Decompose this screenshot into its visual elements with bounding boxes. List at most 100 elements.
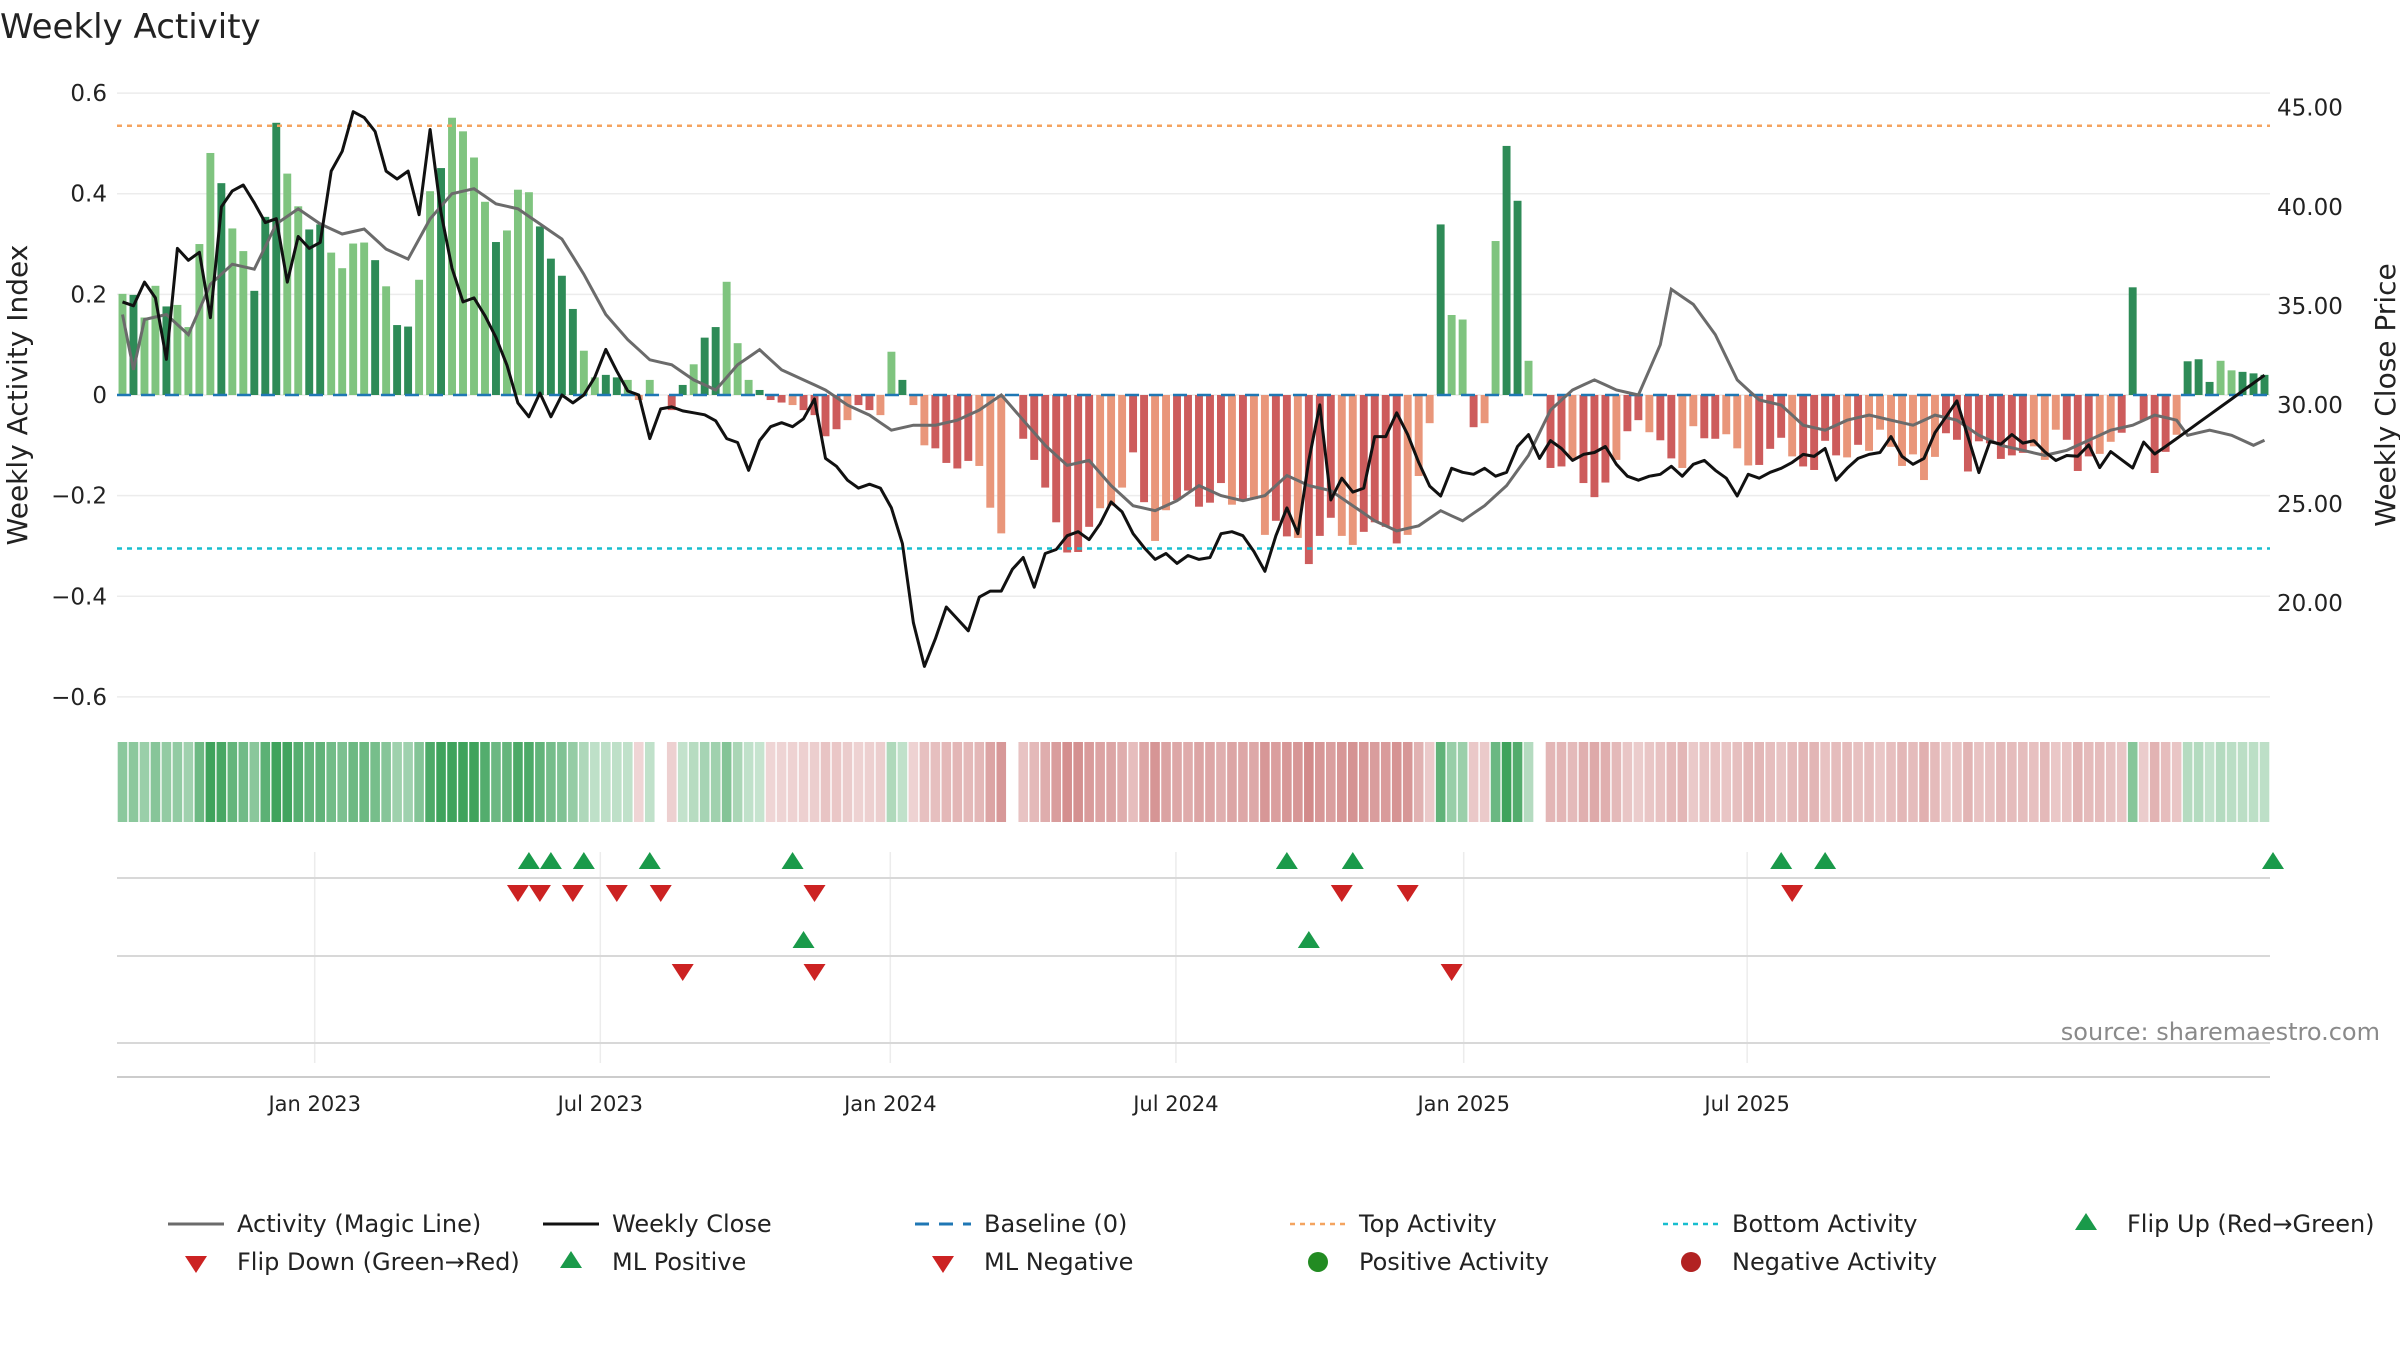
- activity-bar: [1184, 395, 1192, 491]
- activity-bar: [667, 395, 676, 411]
- heat-cell: [1172, 742, 1182, 822]
- activity-bar: [2260, 374, 2269, 395]
- heat-cell: [315, 742, 326, 822]
- activity-bar: [195, 244, 204, 395]
- heat-cell: [1578, 742, 1589, 822]
- legend-item: Top Activity: [1290, 1210, 1497, 1238]
- activity-bar: [305, 229, 314, 395]
- activity-bar: [865, 395, 874, 411]
- heat-cell: [1644, 742, 1655, 822]
- activity-bar: [2216, 360, 2225, 395]
- x-tick-label: Jan 2023: [266, 1092, 361, 1116]
- activity-bar: [2139, 395, 2148, 421]
- legend-item: Activity (Magic Line): [168, 1210, 481, 1238]
- activity-bar: [1238, 395, 1247, 501]
- activity-bar: [228, 228, 237, 395]
- activity-bar: [887, 351, 896, 395]
- flip-down-marker: [561, 885, 584, 902]
- activity-bar: [1898, 395, 1906, 466]
- activity-bar: [788, 395, 797, 406]
- activity-bar: [1030, 395, 1039, 460]
- activity-bar: [140, 317, 149, 395]
- flip-up-marker: [2262, 852, 2284, 869]
- flip-down-marker: [649, 885, 672, 902]
- activity-bar: [250, 290, 259, 395]
- activity-bar: [1249, 395, 1258, 500]
- heat-cell: [1358, 742, 1369, 822]
- heat-cell: [271, 742, 282, 822]
- activity-bar: [1392, 395, 1401, 544]
- heat-cell: [293, 742, 304, 822]
- flip-up-marker: [638, 852, 661, 869]
- activity-bar: [2227, 370, 2236, 395]
- y2-tick-label: 35.00: [2277, 294, 2343, 320]
- heat-cell: [1732, 742, 1743, 822]
- flip-up-marker: [781, 852, 804, 869]
- activity-bar: [1711, 395, 1720, 439]
- y-axis-title: Weekly Activity Index: [1, 245, 34, 546]
- heat-cell: [710, 742, 721, 822]
- activity-bar: [931, 395, 940, 449]
- activity-bar: [1546, 395, 1555, 468]
- activity-bar: [1480, 395, 1489, 424]
- legend-item: Flip Up (Red→Green): [2075, 1210, 2375, 1238]
- x-tick-label: Jan 2024: [842, 1092, 937, 1116]
- heat-cell: [1150, 742, 1160, 822]
- activity-bar: [294, 206, 303, 395]
- heat-cell: [699, 742, 710, 822]
- activity-bar: [1974, 395, 1983, 442]
- heat-cell: [1380, 742, 1391, 822]
- y-tick-label: −0.6: [51, 685, 107, 711]
- heat-cell: [1721, 742, 1732, 822]
- heat-cell: [2007, 742, 2017, 822]
- heat-cell: [513, 742, 523, 822]
- heat-cell: [1875, 742, 1885, 822]
- heat-cell: [1435, 742, 1446, 822]
- activity-bar: [700, 337, 709, 395]
- heat-cell: [1622, 742, 1633, 822]
- heat-cell: [1326, 742, 1336, 822]
- flip-up-marker: [539, 852, 562, 869]
- heat-cell: [414, 742, 424, 822]
- activity-bar: [1282, 395, 1291, 537]
- heat-cell: [996, 742, 1007, 822]
- activity-bar: [1985, 395, 1994, 444]
- activity-bar: [546, 258, 555, 395]
- heat-cell: [2149, 742, 2160, 822]
- legend-swatch-ml-positive: [560, 1251, 582, 1268]
- x-tick-label: Jul 2024: [1131, 1092, 1218, 1116]
- heat-cell: [1018, 742, 1029, 822]
- activity-bar: [118, 293, 127, 395]
- heat-cell: [326, 742, 336, 822]
- heat-cell: [502, 742, 512, 822]
- activity-bar: [1777, 395, 1786, 438]
- heat-cell: [117, 742, 128, 822]
- activity-bar: [1063, 395, 1072, 553]
- activity-bar: [129, 294, 138, 395]
- activity-bar: [1623, 395, 1632, 432]
- activity-bar: [184, 327, 193, 395]
- heat-cell: [1391, 742, 1402, 822]
- activity-bar: [503, 230, 511, 395]
- activity-bar: [1843, 395, 1852, 458]
- activity-bar: [1381, 395, 1390, 527]
- heat-cell: [2138, 742, 2149, 822]
- heat-cell: [348, 742, 358, 822]
- activity-bar: [1513, 200, 1522, 395]
- heat-cell: [425, 742, 435, 822]
- activity-bar: [557, 275, 566, 395]
- heat-cell: [1062, 742, 1072, 822]
- heat-cell: [688, 742, 699, 822]
- heat-cell: [2182, 742, 2193, 822]
- activity-bar: [2095, 395, 2104, 454]
- heat-cell: [546, 742, 556, 822]
- activity-bar: [832, 395, 841, 430]
- heat-cell: [194, 742, 205, 822]
- activity-bar: [942, 395, 951, 463]
- y-tick-label: −0.4: [51, 584, 107, 610]
- activity-bar: [898, 379, 907, 395]
- activity-bar: [2040, 395, 2049, 460]
- activity-bar: [601, 374, 610, 395]
- heat-cell: [1337, 742, 1347, 822]
- activity-bar: [1403, 395, 1412, 535]
